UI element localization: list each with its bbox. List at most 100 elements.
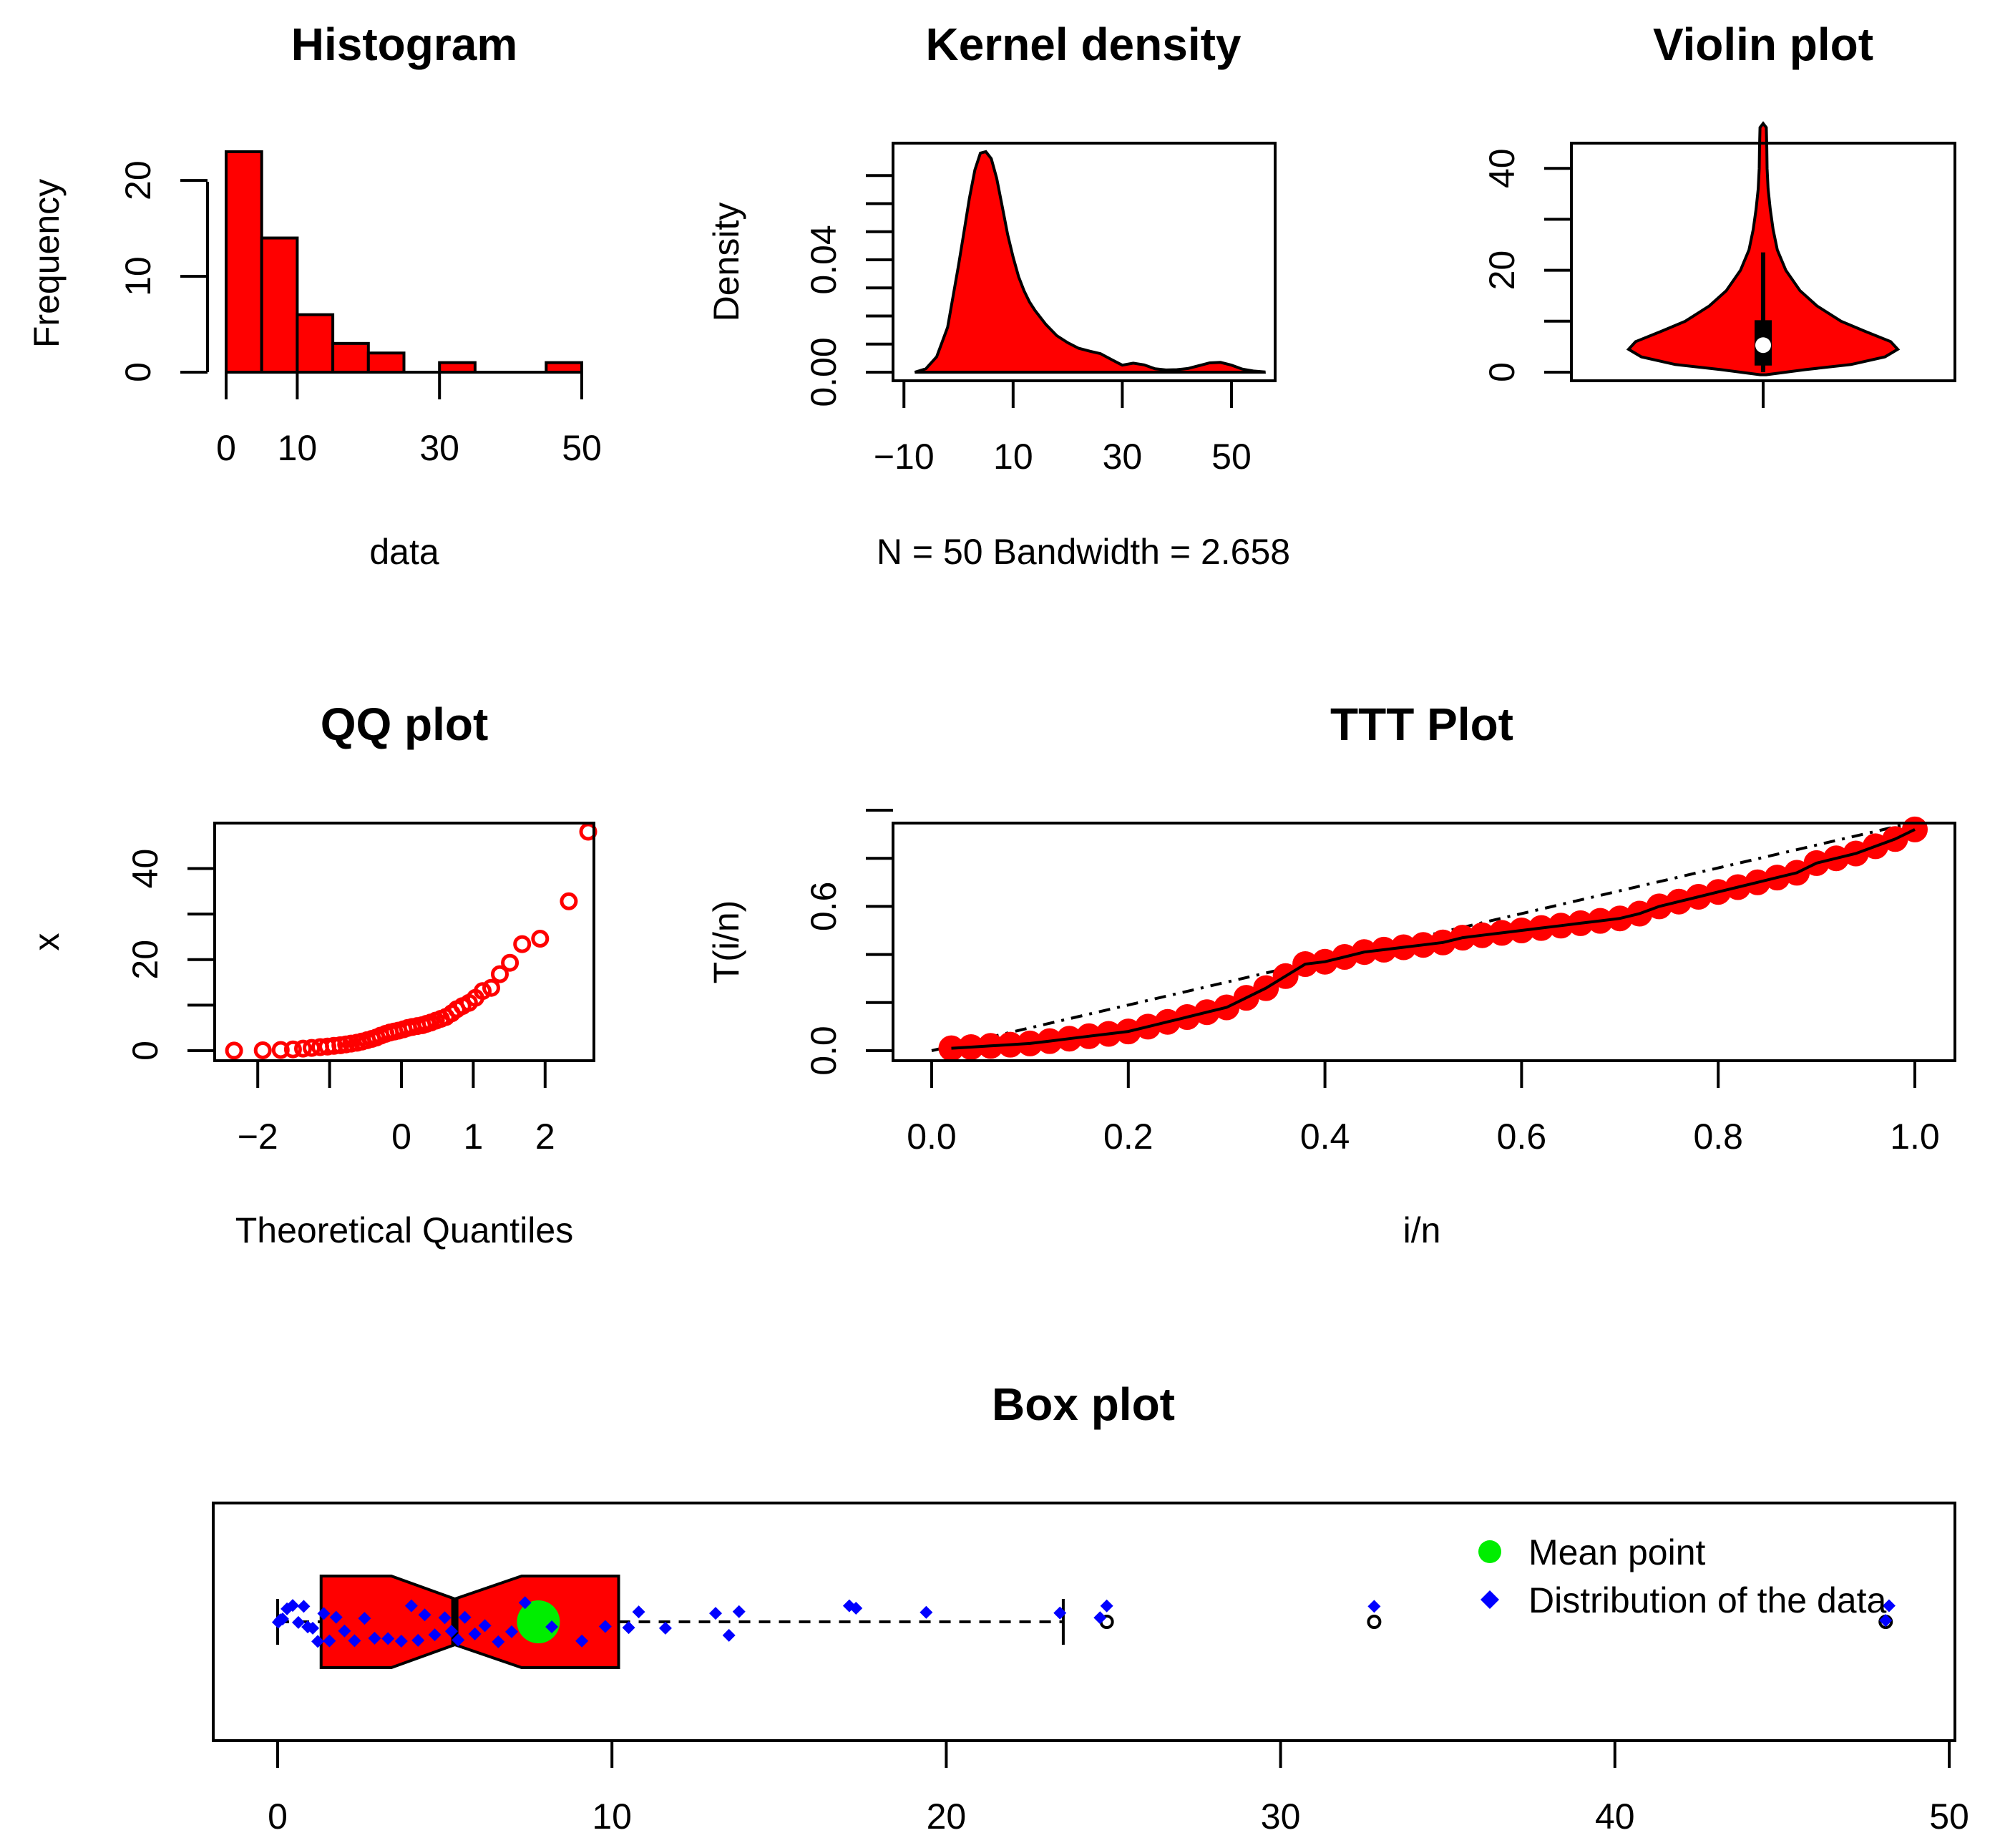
data-point-marker [428,1628,442,1642]
histogram-x-ticks: 0 10 30 50 [216,372,602,468]
qq-x-tick-label: 1 [463,1117,483,1157]
histogram-x-tick-label: 0 [216,428,236,468]
qq-y-ticks: 0 20 40 [125,849,215,1061]
kernel-density-x-tick-label: 30 [1103,437,1143,477]
kernel-density-curve [914,150,1266,374]
data-point-marker [348,1634,361,1648]
histogram-panel: Histogram 0 10 30 50 0 10 20 data Frequency [26,19,602,572]
qq-y-tick-label: 0 [125,1041,165,1061]
violin-y-tick-label: 20 [1482,251,1522,291]
ttt-x-tick-label: 0.6 [1497,1117,1547,1157]
ttt-plot-panel: TTT Plot 0.0 0.2 0.4 0.6 0.8 1.0 0.0 0.6 i/n T… [706,699,1956,1250]
ttt-x-tick-label: 0.8 [1693,1117,1743,1157]
notched-box [319,1575,620,1669]
data-point-marker [478,1619,492,1633]
data-point-marker [368,1631,381,1645]
ttt-y-ticks: 0.0 0.6 [804,809,893,1076]
qq-x-ticks: −2 0 1 2 [238,1061,555,1157]
data-point-marker [276,1613,290,1626]
histogram-x-tick-label: 10 [278,428,318,468]
box-outlier [1367,1615,1382,1629]
data-point-marker [411,1633,425,1647]
histogram-bar [331,341,370,374]
box-plot-x-tick-label: 0 [268,1796,288,1837]
violin-shape [1626,121,1901,376]
violin-y-tick-label: 40 [1482,148,1522,188]
qq-x-tick-label: −2 [238,1117,278,1157]
violin-title: Violin plot [1653,19,1873,70]
data-point-marker [1093,1611,1107,1625]
qq-point [225,1041,243,1060]
violin-median-point [1755,337,1771,354]
ttt-x-tick-label: 1.0 [1890,1117,1940,1157]
histogram-bar [438,361,477,374]
histogram-y-ticks: 0 10 20 [118,160,208,382]
histogram-x-tick-label: 30 [419,428,459,468]
data-point-marker [632,1605,645,1619]
histogram-bar [545,361,583,374]
data-point-marker [418,1608,431,1622]
box-plot-x-tick-label: 40 [1595,1796,1635,1837]
data-point-marker [311,1635,325,1648]
data-point-marker [622,1621,635,1635]
data-point-marker [598,1620,612,1633]
violin-y-ticks: 0 20 40 [1482,148,1571,382]
kernel-density-panel: Kernel density −10 10 30 50 0.00 0.04 N = 50… [706,19,1290,572]
data-point-marker [1882,1599,1896,1613]
violin-panel: Violin plot 0 20 40 [1482,19,1956,408]
qq-point [271,1041,290,1059]
data-point-marker [468,1627,482,1640]
qq-point [253,1041,272,1059]
ttt-empirical-line [951,828,1916,1050]
box-plot-x-tick-label: 50 [1929,1796,1969,1837]
qq-plot-title: QQ plot [321,699,489,750]
data-point-marker [381,1632,395,1645]
histogram-y-tick-label: 0 [118,362,158,382]
data-point-marker [545,1620,559,1633]
qq-point [325,1036,343,1055]
histogram-bars [225,150,583,374]
histogram-y-tick-label: 20 [118,160,158,200]
qq-point [283,1040,302,1059]
data-point-marker [709,1607,723,1620]
legend-mean-label: Mean point [1528,1532,1705,1572]
data-point-marker [575,1634,589,1648]
qq-point [474,982,492,1001]
data-point-marker [732,1605,746,1618]
qq-y-tick-label: 40 [125,849,165,889]
kernel-density-title: Kernel density [925,19,1241,70]
data-point-marker [438,1611,452,1625]
kernel-density-x-tick-label: 10 [993,437,1033,477]
data-point-marker [492,1635,505,1648]
qq-point [491,965,509,983]
data-point-marker [306,1621,320,1635]
qq-point [531,930,550,948]
data-point-marker [849,1602,863,1615]
qq-plot-ylabel: x [26,933,67,951]
data-point-marker [329,1610,343,1624]
ttt-plot-ylabel: T(i/n) [706,900,746,984]
qq-points [225,822,597,1060]
histogram-xlabel: data [369,532,439,572]
ttt-plot-title: TTT Plot [1330,699,1513,750]
qq-plot-panel: QQ plot −2 0 1 2 0 20 40 Theoretical Quantile… [26,699,597,1250]
data-point-marker [358,1612,371,1625]
ttt-reference-line [931,820,1916,1052]
data-point-marker [1053,1606,1067,1620]
ttt-plot-frame [892,822,1956,1062]
qq-point [513,935,532,953]
histogram-bar [225,150,263,374]
qq-point [482,978,500,997]
histogram-ylabel: Frequency [26,179,67,348]
qq-plot-xlabel: Theoretical Quantiles [235,1210,573,1250]
kernel-density-y-tick-label: 0.04 [804,225,844,294]
kernel-density-x-ticks: −10 10 30 50 [874,381,1252,477]
data-point-marker [658,1621,672,1635]
kernel-density-xlabel: N = 50 Bandwidth = 2.658 [877,532,1290,572]
histogram-bar [366,351,406,374]
legend-distribution-label: Distribution of the data [1528,1580,1886,1620]
qq-point [294,1039,312,1058]
ttt-plot-xlabel: i/n [1403,1210,1441,1250]
qq-point [560,892,578,910]
kernel-density-frame [892,142,1277,382]
